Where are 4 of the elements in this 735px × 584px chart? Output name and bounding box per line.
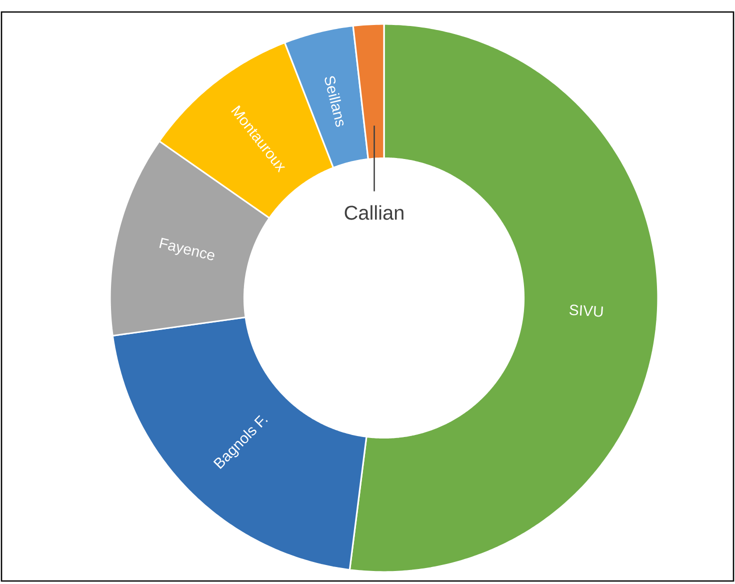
slice-label: Callian: [344, 205, 404, 220]
slice-label: SIVU: [569, 304, 603, 317]
slice-label: Seillans: [324, 76, 344, 127]
slice-label: Fayence: [159, 238, 214, 260]
